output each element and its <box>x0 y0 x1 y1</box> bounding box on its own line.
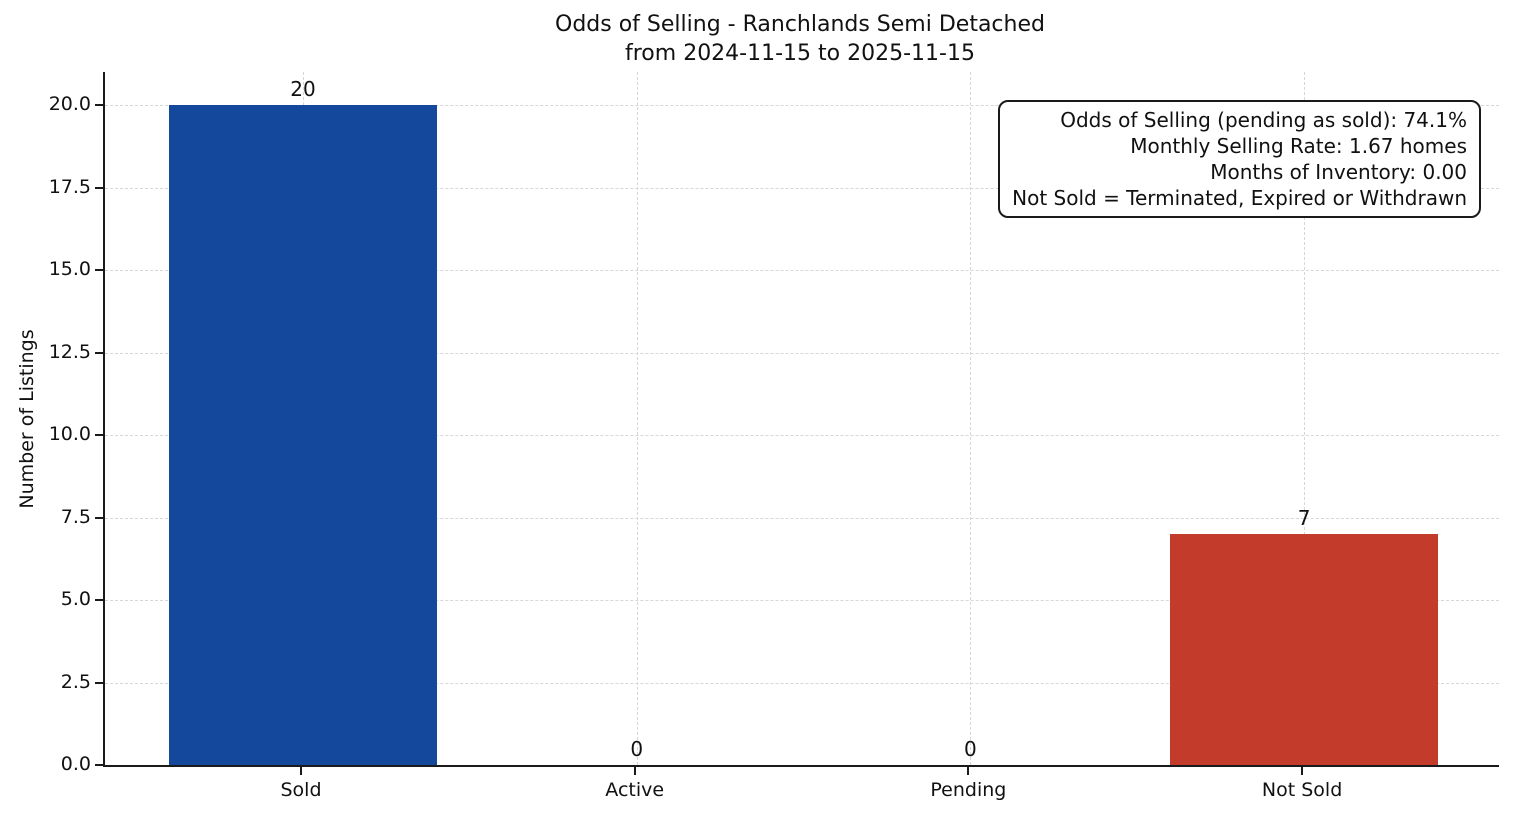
chart-title-line2: from 2024-11-15 to 2025-11-15 <box>625 41 975 66</box>
bar-value-label-not-sold: 7 <box>1297 506 1311 530</box>
x-tick-label-sold: Sold <box>280 779 322 801</box>
y-axis-tick <box>95 681 103 684</box>
gridline-horizontal <box>105 105 1499 106</box>
y-tick-label: 20.0 <box>48 93 91 115</box>
gridline-horizontal <box>105 682 1499 684</box>
y-tick-label: 15.0 <box>48 258 91 280</box>
y-tick-label: 17.5 <box>48 175 91 198</box>
x-tick-label-not-sold: Not Sold <box>1261 779 1343 801</box>
gridline-horizontal <box>105 270 1499 271</box>
y-axis-tick <box>95 104 103 106</box>
gridline-vertical <box>636 72 638 765</box>
bar-value-label-sold: 20 <box>290 77 316 101</box>
x-axis-tick <box>967 767 970 775</box>
y-tick-label: 12.5 <box>48 340 91 363</box>
y-tick-label: 10.0 <box>48 423 91 445</box>
x-tick-label-active: Active <box>605 779 665 801</box>
bar-value-label-pending: 0 <box>964 737 977 761</box>
y-axis-tick <box>95 516 103 519</box>
y-axis-tick <box>95 351 103 354</box>
y-tick-label: 2.5 <box>60 670 91 693</box>
chart-title-line1: Odds of Selling - Ranchlands Semi Detach… <box>555 12 1045 37</box>
y-axis-tick <box>95 434 103 436</box>
gridline-horizontal <box>105 352 1499 354</box>
y-tick-label: 5.0 <box>60 588 91 610</box>
x-tick-label-pending: Pending <box>930 779 1007 801</box>
bar-not-sold <box>1170 534 1439 765</box>
y-tick-label: 0.0 <box>60 753 91 775</box>
bar-value-label-active: 0 <box>630 737 644 761</box>
gridline-horizontal <box>105 187 1499 189</box>
annotation-line-inventory: Months of Inventory: 0.00 <box>1210 160 1467 184</box>
x-axis-tick <box>300 767 302 775</box>
gridline-horizontal <box>105 435 1499 436</box>
gridline-horizontal <box>105 600 1499 601</box>
gridline-horizontal <box>105 517 1499 519</box>
bar-sold <box>169 105 437 765</box>
y-axis-tick <box>95 186 103 189</box>
plot-area: 20 0 0 7 Odds of Selling (pending as sold):… <box>103 72 1499 767</box>
annotation-line-notsold-def: Not Sold = Terminated, Expired or Withdr… <box>1012 186 1467 210</box>
annotation-line-odds: Odds of Selling (pending as sold): 74.1% <box>1060 108 1467 132</box>
y-axis-tick <box>95 269 103 271</box>
x-axis-tick <box>633 767 636 775</box>
y-axis-tick <box>95 599 103 601</box>
gridline-vertical <box>970 72 972 765</box>
x-axis-tick <box>1301 767 1304 775</box>
annotation-box: Odds of Selling (pending as sold): 74.1%… <box>998 100 1481 218</box>
y-axis-tick <box>95 764 103 766</box>
gridline-vertical <box>1304 72 1306 765</box>
chart-title: Odds of Selling - Ranchlands Semi Detach… <box>103 10 1497 68</box>
annotation-line-rate: Monthly Selling Rate: 1.67 homes <box>1130 134 1467 158</box>
y-tick-label: 7.5 <box>60 505 91 528</box>
